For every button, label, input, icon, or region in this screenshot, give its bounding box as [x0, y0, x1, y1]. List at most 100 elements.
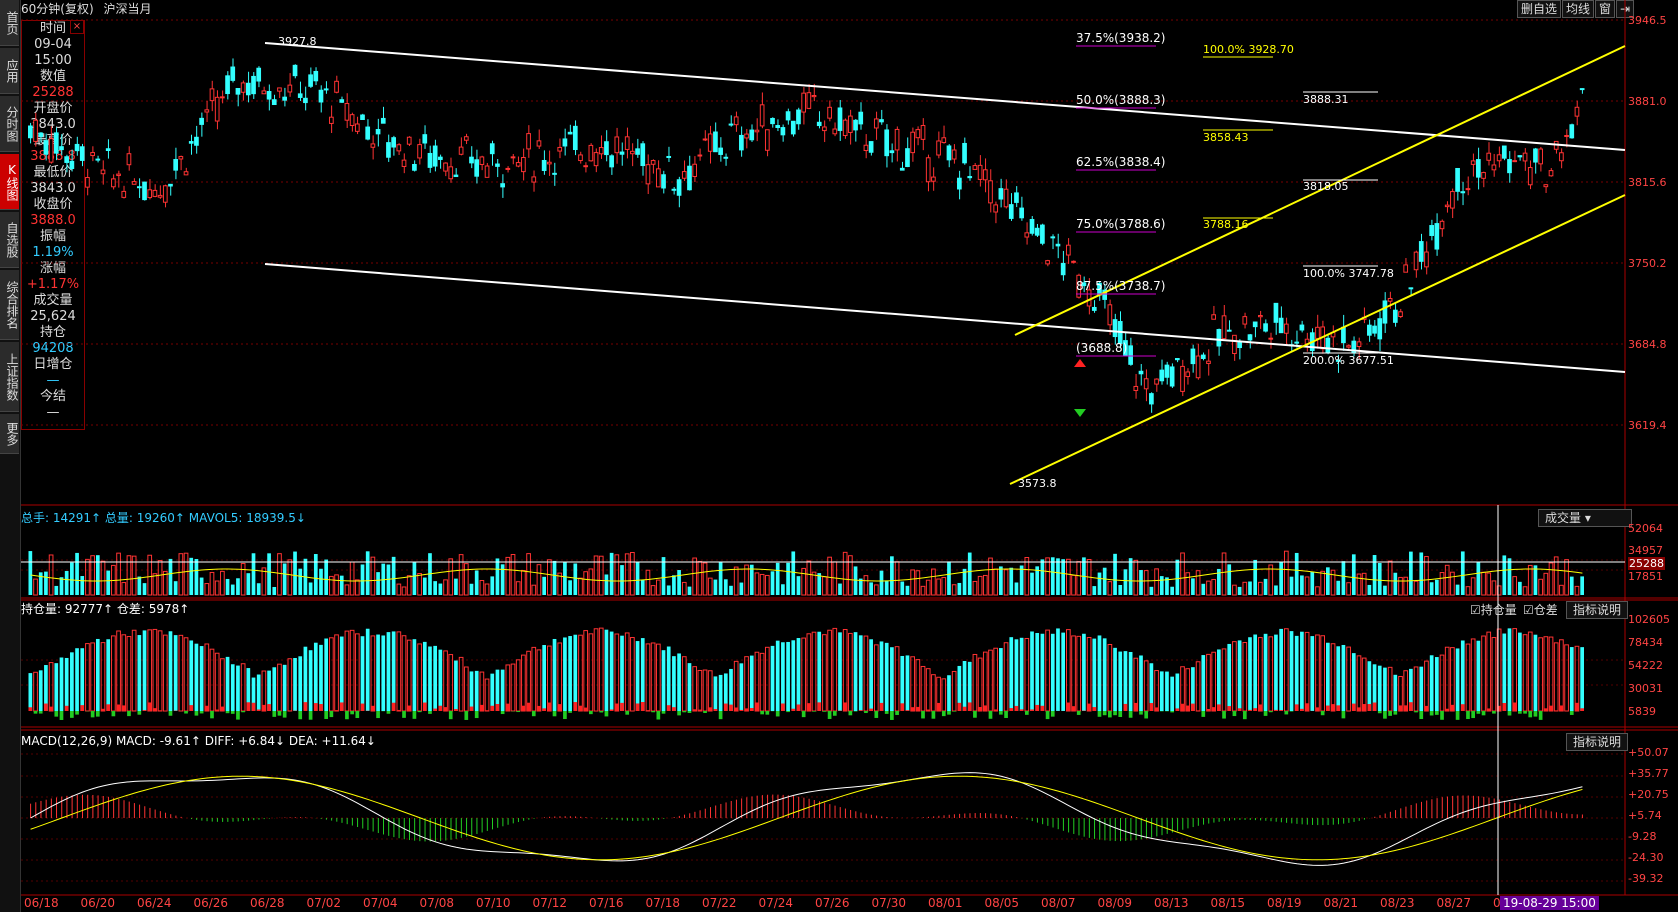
- left-nav: 首页 应用分时图 K线图自选股综合排名上证指数更多: [0, 0, 21, 912]
- macd-tick: -39.32: [1628, 872, 1664, 885]
- date-tick: 07/12: [532, 896, 568, 910]
- nav-6[interactable]: 上证指数: [0, 342, 19, 412]
- diff-checkbox[interactable]: ☑仓差: [1523, 603, 1558, 617]
- chart-header: 60分钟(复权) 沪深当月: [21, 0, 1581, 18]
- fib-label: 50.0%(3888.3): [1076, 93, 1166, 107]
- fib-right-label: 3818.05: [1303, 180, 1349, 193]
- vol-tick: 52064: [1628, 522, 1663, 535]
- date-tick: 08/15: [1210, 896, 1246, 910]
- oi-label: 持仓: [39, 325, 66, 340]
- volume-bars: [21, 550, 1625, 596]
- info-panel: 时间 09-04 15:00 数值 25288 开盘价 3843.0 最高价 3…: [21, 20, 85, 430]
- fib-right-label: 100.0% 3928.70: [1203, 43, 1294, 56]
- fib-label: 75.0%(3788.6): [1076, 217, 1166, 231]
- nav-0[interactable]: 首页: [0, 0, 19, 46]
- date-tick: 06/24: [136, 896, 172, 910]
- change-value: +1.17%: [26, 277, 80, 292]
- volume-title: 总手: 14291↑ 总量: 19260↑ MAVOL5: 18939.5↓: [21, 511, 306, 525]
- oi-bars: [28, 627, 1584, 720]
- date-tick: 08/09: [1097, 896, 1133, 910]
- date-value: 09-04: [34, 37, 72, 52]
- date-tick: 07/04: [362, 896, 398, 910]
- date-tick: 08/07: [1040, 896, 1076, 910]
- fib-label: (3688.8): [1076, 341, 1128, 355]
- macd-explain-button[interactable]: 指标说明: [1566, 733, 1629, 751]
- nav-7[interactable]: 更多: [0, 414, 19, 454]
- oi-checkbox[interactable]: ☑持仓量: [1470, 603, 1517, 617]
- time-label: 时间: [39, 21, 66, 36]
- volume-label: 成交量: [33, 293, 73, 308]
- nav-3[interactable]: K线图: [0, 154, 19, 210]
- date-tick: 08/19: [1266, 896, 1302, 910]
- nav-5[interactable]: 综合排名: [0, 270, 19, 340]
- macd-graph: [30, 505, 1583, 895]
- price-tick: 3946.5: [1628, 14, 1667, 27]
- date-tick: 07/18: [645, 896, 681, 910]
- settle-value: —: [46, 405, 60, 420]
- fib-right-label: 3858.43: [1203, 131, 1249, 144]
- macd-tick: -24.30: [1628, 851, 1664, 864]
- oi-tick: 5839: [1628, 705, 1656, 718]
- macd-tick: +20.75: [1628, 788, 1669, 801]
- daily-oi-label: 日增仓: [33, 357, 73, 372]
- time-value: 15:00: [34, 53, 72, 68]
- contract-label[interactable]: 沪深当月: [103, 2, 152, 16]
- vol-tick-current: 25288: [1628, 557, 1665, 570]
- oi-explain-button[interactable]: 指标说明: [1566, 601, 1629, 619]
- delete-favorite-button[interactable]: 删自选: [1517, 0, 1562, 18]
- date-tick: 06/28: [249, 896, 285, 910]
- oi-tick: 78434: [1628, 636, 1663, 649]
- high-price-label: 3927.8: [278, 35, 317, 48]
- nav-4[interactable]: 自选股: [0, 212, 19, 268]
- macd-tick: +50.07: [1628, 746, 1669, 759]
- amplitude-value: 1.19%: [32, 245, 74, 260]
- open-value: 3843.0: [30, 117, 76, 132]
- price-tick: 3750.2: [1628, 257, 1667, 270]
- moving-average-button[interactable]: 均线: [1562, 0, 1595, 18]
- price-tick: 3619.4: [1628, 419, 1667, 432]
- date-tick: 08/05: [984, 896, 1020, 910]
- period-label[interactable]: 60分钟(复权): [21, 2, 94, 16]
- oi-tick: 54222: [1628, 659, 1663, 672]
- macd-tick: -9.28: [1628, 830, 1657, 843]
- date-tick: 08/13: [1153, 896, 1189, 910]
- date-tick: 07/08: [419, 896, 455, 910]
- close-label: 收盘价: [33, 197, 73, 212]
- date-tick: 07/16: [588, 896, 624, 910]
- date-tick: 07/26: [814, 896, 850, 910]
- change-label: 涨幅: [39, 261, 66, 276]
- low-value: 3843.0: [30, 181, 76, 196]
- daily-oi-value: —: [46, 373, 60, 388]
- oi-title: 持仓量: 92777↑ 仓差: 5978↑: [21, 602, 190, 616]
- nav-1[interactable]: 应用: [0, 48, 19, 94]
- oi-value: 94208: [32, 341, 74, 356]
- date-tick: 07/10: [475, 896, 511, 910]
- volume-dropdown[interactable]: 成交量 ▾: [1538, 509, 1632, 527]
- price-tick: 3815.6: [1628, 176, 1667, 189]
- date-tick: 08/21: [1323, 896, 1359, 910]
- volume-value: 25,624: [30, 309, 76, 324]
- oi-tick: 102605: [1628, 613, 1670, 626]
- fib-label: 62.5%(3838.4): [1076, 155, 1166, 169]
- low-price-label: 3573.8: [1018, 477, 1057, 490]
- low-label: 最低价: [33, 165, 73, 180]
- nav-2[interactable]: 分时图: [0, 96, 19, 152]
- fib-label: 87.5%(3738.7): [1076, 279, 1166, 293]
- fib-label: 37.5%(3938.2): [1076, 31, 1166, 45]
- window-button[interactable]: 窗: [1595, 0, 1616, 18]
- fib-right-label: 100.0% 3747.78: [1303, 267, 1394, 280]
- trend-lines: [264, 42, 1626, 485]
- date-tick: 07/02: [306, 896, 342, 910]
- date-tick: 08/01: [927, 896, 963, 910]
- vol-tick: 34957: [1628, 544, 1663, 557]
- date-tick: 07/30: [871, 896, 907, 910]
- macd-tick: +35.77: [1628, 767, 1669, 780]
- fib-right-label: 200.0% 3677.51: [1303, 354, 1394, 367]
- vol-tick: 17851: [1628, 570, 1663, 583]
- value-label: 数值: [39, 69, 66, 84]
- date-tick: 08/27: [1436, 896, 1472, 910]
- date-tick: 07/22: [701, 896, 737, 910]
- price-tick: 3881.0: [1628, 95, 1667, 108]
- date-tick: 06/20: [80, 896, 116, 910]
